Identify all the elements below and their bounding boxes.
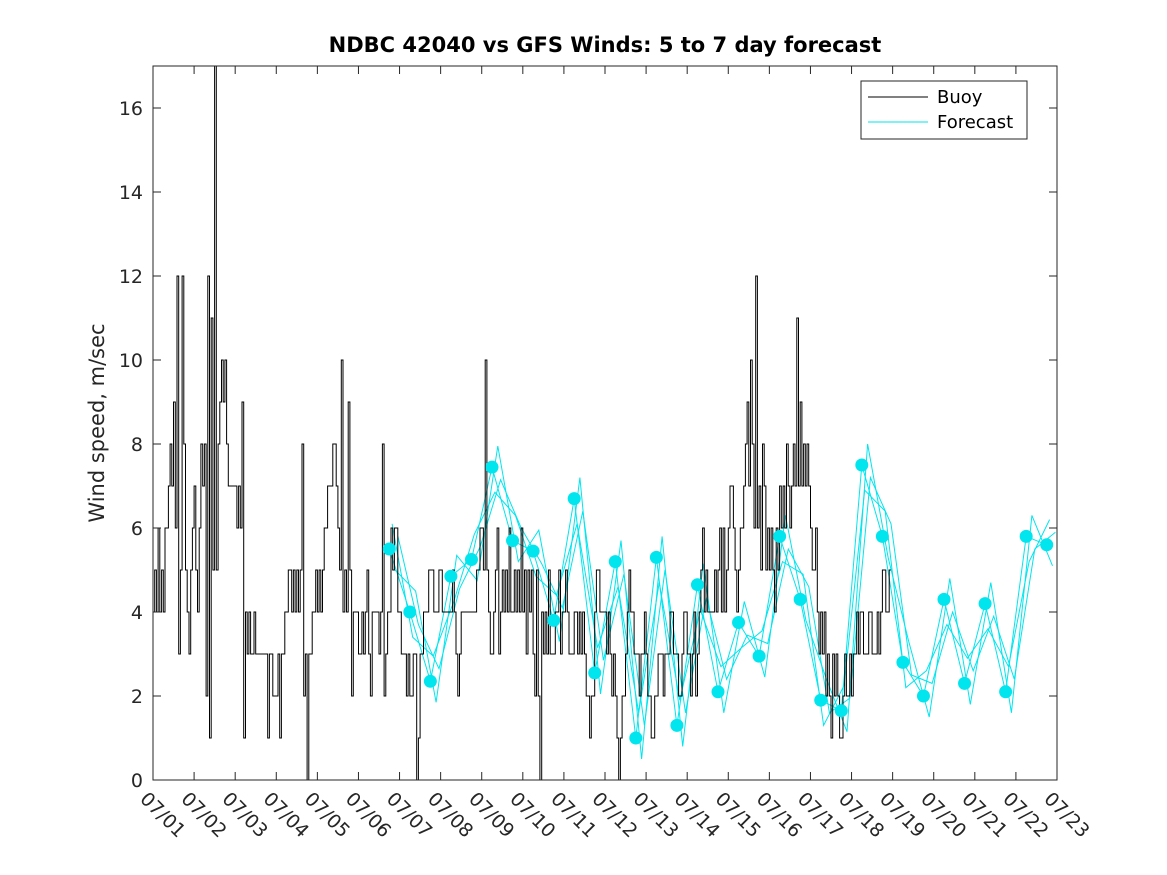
forecast-marker	[588, 666, 602, 680]
y-tick-label: 4	[131, 602, 143, 624]
forecast-marker	[547, 613, 561, 627]
legend: Buoy Forecast	[860, 80, 1028, 140]
forecast-marker	[1040, 538, 1054, 552]
forecast-line	[394, 443, 1053, 760]
y-tick-label: 12	[119, 266, 143, 288]
buoy-line	[153, 65, 891, 781]
forecast-marker	[690, 578, 704, 592]
forecast-marker	[423, 674, 437, 688]
forecast-marker	[403, 605, 417, 619]
forecast-line	[391, 489, 1051, 728]
y-axis: 0 2 4 6 8 10 12 14 16	[119, 98, 1057, 792]
y-tick-label: 8	[131, 434, 143, 456]
legend-box	[860, 80, 1028, 140]
forecast-marker	[732, 616, 746, 629]
forecast-marker	[567, 492, 581, 506]
forecast-marker	[382, 542, 396, 556]
forecast-marker	[464, 553, 478, 566]
buoy-series	[153, 65, 891, 781]
y-tick-label: 14	[119, 182, 143, 204]
forecast-marker	[978, 597, 992, 611]
forecast-marker	[896, 655, 910, 669]
forecast-marker	[999, 685, 1013, 699]
forecast-marker	[773, 529, 787, 543]
forecast-marker	[526, 544, 540, 558]
forecast-marker	[793, 592, 807, 606]
y-tick-label: 2	[131, 686, 143, 708]
forecast-marker	[711, 685, 725, 699]
forecast-marker	[1019, 529, 1033, 543]
forecast-series	[388, 443, 1056, 760]
forecast-marker	[752, 649, 766, 663]
y-tick-label: 0	[131, 770, 143, 792]
y-tick-label: 10	[119, 350, 143, 372]
legend-forecast-label: Forecast	[937, 112, 1013, 133]
forecast-marker	[814, 693, 828, 707]
forecast-marker	[834, 704, 848, 718]
forecast-markers	[382, 458, 1054, 745]
legend-buoy-label: Buoy	[937, 87, 983, 108]
y-tick-label: 16	[119, 98, 143, 120]
forecast-marker	[670, 718, 684, 732]
forecast-marker	[649, 550, 663, 564]
y-tick-label: 6	[131, 518, 143, 540]
forecast-marker	[444, 569, 458, 583]
forecast-marker	[608, 555, 622, 569]
forecast-marker	[916, 689, 930, 703]
forecast-marker	[506, 534, 520, 548]
chart-title: NDBC 42040 vs GFS Winds: 5 to 7 day fore…	[329, 33, 882, 57]
forecast-marker	[937, 592, 951, 606]
plot-area	[153, 66, 1057, 780]
forecast-marker	[958, 676, 972, 690]
forecast-line	[397, 475, 1056, 726]
forecast-marker	[629, 731, 643, 745]
forecast-marker	[875, 529, 889, 543]
forecast-marker	[485, 460, 499, 474]
y-axis-label: Wind speed, m/sec	[85, 323, 109, 522]
forecast-marker	[855, 458, 869, 472]
